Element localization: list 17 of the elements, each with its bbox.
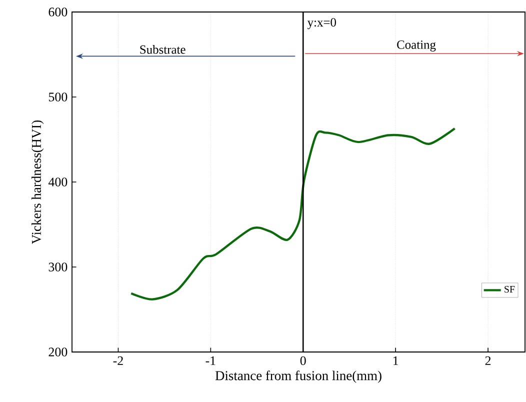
x-tick-label: -1 — [206, 356, 216, 365]
x-axis-title: Distance from fusion line(mm) — [215, 370, 382, 383]
y-tick-label: 400 — [48, 178, 68, 186]
ref-line-label: y:x=0 — [307, 18, 336, 30]
y-tick-label: 300 — [48, 262, 68, 272]
y-tick-label: 200 — [48, 348, 68, 356]
x-tick-label: 1 — [393, 356, 398, 365]
x-tick-label: 2 — [485, 356, 491, 365]
annotation: Coating — [397, 40, 436, 52]
annotation: Substrate — [140, 45, 186, 54]
x-tick-label: -2 — [113, 356, 123, 365]
y-tick-label: 600 — [48, 8, 68, 16]
x-tick-label: 0 — [300, 356, 306, 366]
line-series — [130, 127, 456, 300]
y-axis-title: Vickers hardness(HVI) — [32, 120, 44, 244]
y-tick-label: 500 — [48, 92, 68, 102]
legend-label: SF — [504, 286, 515, 293]
